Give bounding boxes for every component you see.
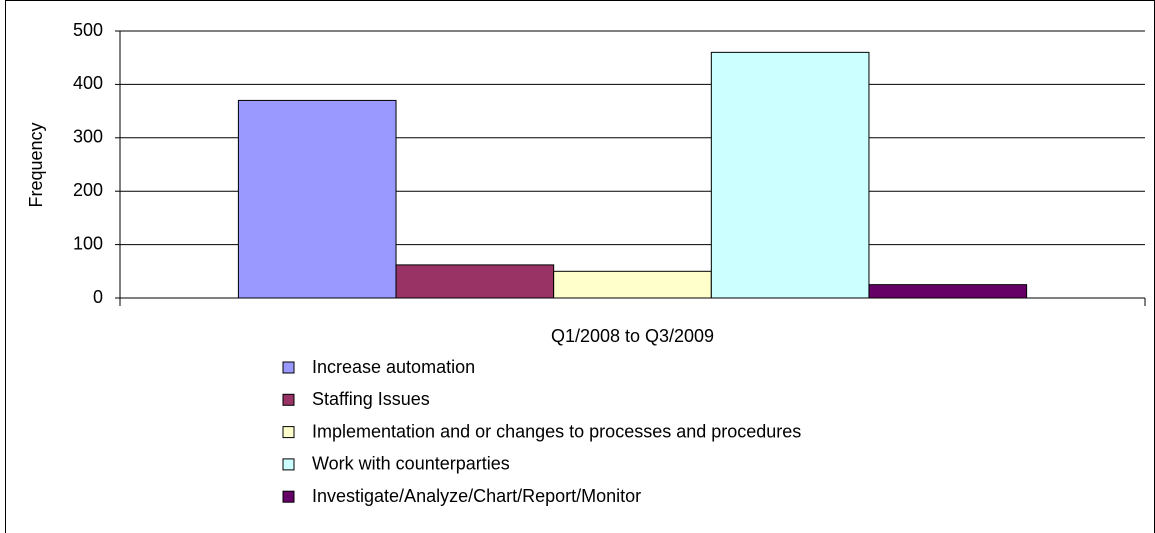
legend-label: Staffing Issues <box>312 389 430 409</box>
legend-label: Investigate/Analyze/Chart/Report/Monitor <box>312 486 641 506</box>
legend-label: Increase automation <box>312 357 475 377</box>
y-tick-label: 0 <box>93 287 103 307</box>
legend-swatch <box>282 361 295 374</box>
bar <box>395 264 555 299</box>
bar <box>237 99 397 299</box>
bar <box>553 270 712 299</box>
y-axis-label: Frequency <box>26 122 46 207</box>
y-tick-label: 500 <box>73 20 103 40</box>
legend-label: Work with counterparties <box>312 454 510 474</box>
y-tick-label: 200 <box>73 180 103 200</box>
legend-label: Implementation and or changes to process… <box>312 421 801 441</box>
legend-swatch <box>282 490 295 503</box>
bar <box>710 51 870 299</box>
legend-swatch <box>282 393 295 406</box>
y-tick-label: 100 <box>73 233 103 253</box>
chart-border <box>5 0 1155 533</box>
x-tick-label: Q1/2008 to Q3/2009 <box>551 326 714 346</box>
legend-swatch <box>282 426 295 439</box>
y-tick-label: 400 <box>73 73 103 93</box>
legend-swatch <box>282 458 295 471</box>
y-tick-label: 300 <box>73 127 103 147</box>
bar <box>868 284 1028 299</box>
